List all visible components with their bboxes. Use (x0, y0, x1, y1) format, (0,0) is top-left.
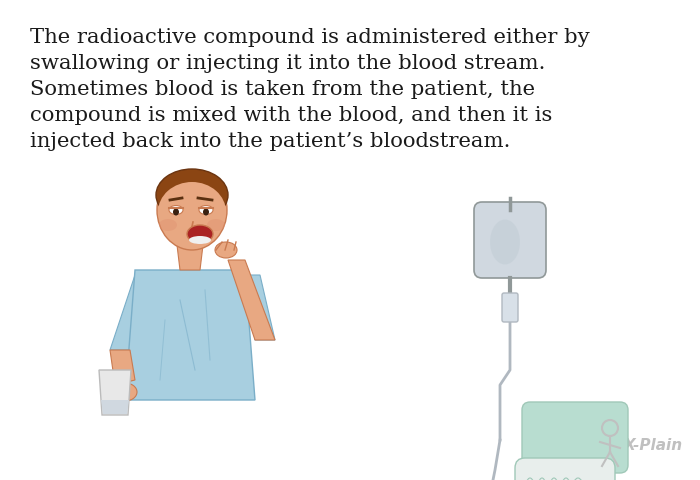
Ellipse shape (173, 208, 179, 216)
Text: The radioactive compound is administered either by: The radioactive compound is administered… (30, 28, 589, 47)
Polygon shape (245, 275, 275, 340)
Ellipse shape (215, 242, 237, 258)
Polygon shape (125, 270, 255, 400)
FancyBboxPatch shape (522, 402, 628, 473)
Ellipse shape (169, 205, 183, 215)
Polygon shape (177, 245, 203, 270)
Ellipse shape (187, 225, 213, 243)
Text: X-Plain: X-Plain (624, 439, 683, 454)
Ellipse shape (189, 236, 211, 244)
Polygon shape (101, 400, 129, 414)
Ellipse shape (203, 208, 209, 216)
Text: Sometimes blood is taken from the patient, the: Sometimes blood is taken from the patien… (30, 80, 535, 99)
Text: swallowing or injecting it into the blood stream.: swallowing or injecting it into the bloo… (30, 54, 545, 73)
Polygon shape (228, 260, 275, 340)
Ellipse shape (525, 478, 535, 480)
Ellipse shape (113, 383, 137, 401)
Polygon shape (110, 275, 150, 350)
FancyBboxPatch shape (502, 293, 518, 322)
Text: injected back into the patient’s bloodstream.: injected back into the patient’s bloodst… (30, 132, 510, 151)
Text: compound is mixed with the blood, and then it is: compound is mixed with the blood, and th… (30, 106, 552, 125)
Ellipse shape (157, 170, 227, 250)
FancyBboxPatch shape (515, 458, 615, 480)
Ellipse shape (156, 169, 228, 221)
Ellipse shape (158, 182, 226, 242)
Ellipse shape (536, 468, 574, 480)
Ellipse shape (549, 478, 559, 480)
Polygon shape (110, 350, 135, 385)
Ellipse shape (490, 219, 520, 264)
Ellipse shape (199, 205, 213, 215)
Ellipse shape (573, 478, 583, 480)
Ellipse shape (159, 219, 177, 231)
Polygon shape (99, 370, 131, 415)
FancyBboxPatch shape (474, 202, 546, 278)
Ellipse shape (537, 478, 547, 480)
Ellipse shape (207, 219, 225, 231)
Ellipse shape (561, 478, 571, 480)
